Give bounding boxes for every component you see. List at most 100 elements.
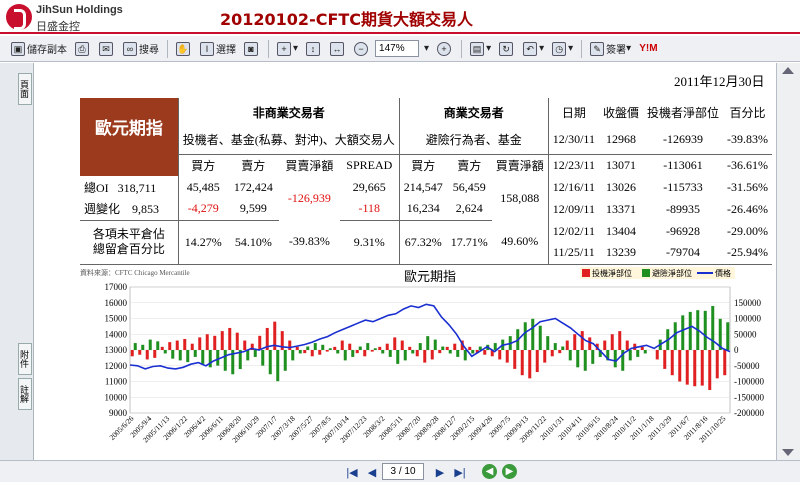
y-left-tick: 11000 [105,377,128,387]
spec-bar [483,350,487,355]
pages-tab[interactable]: 頁面 [18,73,32,105]
nc-sell-header: 賣方 [241,158,266,173]
nc-buy-header: 買方 [177,154,228,176]
spec-bar [588,337,592,350]
x-tick: 2005/6/26 [108,414,136,442]
hedge-bar [133,343,137,350]
search-label: 搜尋 [139,45,159,56]
hedge-bar [718,318,722,350]
y-left-tick: 17000 [105,282,128,292]
legend-swatch [642,269,650,277]
history-date: 11/25/11 [547,242,599,265]
last-page-icon[interactable]: ▶| [454,466,466,479]
history-button[interactable]: ◷ ▾ [549,39,576,59]
nc-spread-pct: 9.31% [339,220,400,265]
print-button[interactable]: ⎙ [72,39,94,59]
vertical-scrollbar[interactable] [776,63,800,460]
spec-bar [468,346,472,350]
spec-bar [640,346,644,350]
prev-page-icon[interactable]: ◀ [367,466,377,479]
hedge-bar [171,350,175,359]
legend-label: 價格 [715,268,731,278]
next-page-icon[interactable]: ▶ [435,466,445,479]
commercial-header: 商業交易者 [398,98,549,126]
go-forward-icon[interactable]: ▶ [502,464,517,479]
legend-box [580,267,735,279]
hedge-bar [163,350,167,354]
hedge-bar [141,344,145,350]
title-bar: JihSun Holdings 日盛金控 20120102-CFTC期貨大額交易… [0,0,800,34]
pen-icon: ✎ [590,41,605,56]
hedge-bar [463,350,467,361]
comments-tab[interactable]: 註解 [18,378,32,410]
chart-svg: 資料來源：CFTC Chicago Mercantile 歐元期指 投機淨部位 避險淨… [80,267,764,445]
y-left-tick: 16000 [105,298,128,308]
c-sell-change: 2,624 [446,198,492,221]
print-icon: ⎙ [75,41,89,56]
zoom-out-button[interactable]: − [351,39,373,59]
history-net: -79704 [642,242,723,265]
fit-width-button[interactable]: ↔ [327,39,349,59]
commercial-subheader: 避險行為者、基金 [398,126,549,155]
y-left-tick: 15000 [105,314,128,324]
spec-bar [580,331,584,350]
spec-bar [558,350,562,354]
hedge-bar [178,350,182,361]
select-tool-button[interactable]: I 選擇 [197,39,239,59]
hedge-bar [253,350,257,357]
scroll-down-icon[interactable] [782,449,794,456]
zoom-dropdown-button[interactable]: ▾ [424,43,430,54]
fit-width-icon: ↔ [330,41,345,56]
history-pct: -26.46% [727,201,768,216]
spec-bar [220,331,224,350]
spec-bar [213,335,217,350]
hedge-bar [538,325,542,350]
hedge-bar [261,350,265,366]
oi-row-label: 總OI 318,711 [80,176,178,198]
zoom-tool-button[interactable]: + ▾ [274,39,301,59]
save-copy-button[interactable]: ▣ 儲存副本 [8,39,70,59]
spec-bar [498,350,502,360]
y-left-tick: 12000 [105,361,128,371]
hedge-bar [628,350,632,361]
history-pct: -29.00% [727,223,768,238]
spec-bar [325,350,329,352]
undo-button[interactable]: ↶ ▾ [520,39,547,59]
scroll-up-icon[interactable] [782,67,794,74]
fit-page-icon: ↕ [306,41,321,56]
email-button[interactable]: ✉ [96,39,118,59]
hedge-bar [246,350,250,361]
page-layout-button[interactable]: ▤ ▾ [467,39,494,59]
chart-title: 歐元期指 [404,270,456,285]
hedge-bar [216,350,220,366]
zoom-in-button[interactable]: + [434,39,456,59]
snapshot-button[interactable]: ◙ [241,39,263,59]
c-net-pct: 49.60% [491,220,549,265]
hedge-bar [291,350,295,361]
sign-button[interactable]: ✎ 簽署 ▾ [587,39,634,59]
spec-bar [318,350,322,355]
page-navigation-bar: |◀ ◀ 3 / 10 ▶ ▶| ◀ ▶ [0,460,800,482]
hedge-bar [358,346,362,350]
spec-bar [265,327,269,350]
search-button[interactable]: ∞ 搜尋 [120,39,162,59]
hedge-bar [673,322,677,350]
spec-bar [460,340,464,350]
toolbar-divider [167,39,168,58]
fit-page-button[interactable]: ↕ [303,39,325,59]
minus-icon: − [354,41,369,56]
hand-tool-button[interactable]: ✋ [173,39,195,59]
go-back-icon[interactable]: ◀ [482,464,497,479]
c-sell-header: 賣方 [457,158,482,173]
rotate-button[interactable]: ↻ [496,39,518,59]
spec-bar [378,346,382,350]
spec-bar [453,343,457,350]
zoom-level-input[interactable]: 147% [375,40,420,57]
yahoo-messenger-label: Y!M [639,43,658,54]
save-copy-label: 儲存副本 [27,45,67,56]
attachments-tab[interactable]: 附件 [18,343,32,375]
yahoo-messenger-button[interactable]: Y!M [636,39,660,59]
nc-sell-change: 9,599 [227,198,279,221]
first-page-icon[interactable]: |◀ [346,466,358,479]
page-number-input[interactable]: 3 / 10 [382,463,424,480]
